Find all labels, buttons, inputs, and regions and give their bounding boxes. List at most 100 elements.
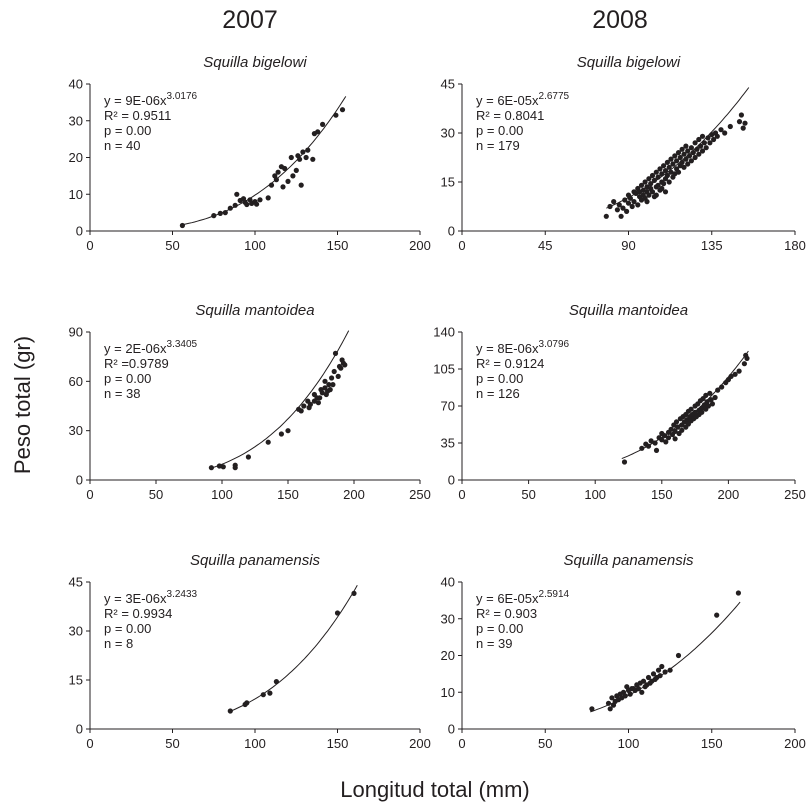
y-tick-label: 35 (441, 436, 455, 451)
fit-stat: p = 0.00 (476, 123, 523, 138)
data-point (707, 390, 713, 396)
y-tick-label: 20 (69, 150, 83, 165)
data-point (663, 439, 669, 445)
x-tick-label: 50 (521, 487, 535, 502)
data-point (589, 706, 595, 712)
fit-stat: n = 39 (476, 636, 513, 651)
data-point (736, 368, 742, 374)
fit-stat: n = 8 (104, 636, 133, 651)
data-point (662, 168, 669, 174)
x-tick-label: 200 (409, 238, 431, 253)
data-point (705, 403, 712, 409)
data-point (290, 173, 296, 179)
data-point (222, 210, 228, 216)
data-point (310, 156, 316, 162)
data-point (648, 181, 654, 187)
data-point (668, 426, 674, 432)
scatter-panel: Squilla bigelowi 0 10 20 30 40 0 50 100 150 200 y =… (69, 54, 431, 253)
data-point (696, 151, 702, 157)
data-point (675, 652, 682, 659)
fit-stat: R² = 0.9511 (104, 108, 171, 123)
data-point (327, 387, 333, 393)
data-point (704, 399, 710, 405)
x-tick-label: 150 (327, 238, 349, 253)
data-point (333, 112, 339, 118)
data-point (703, 392, 709, 398)
data-point (659, 437, 665, 443)
fit-stat: p = 0.00 (104, 123, 151, 138)
data-point (650, 671, 657, 677)
x-tick-label: 0 (86, 487, 93, 502)
data-point (335, 373, 341, 379)
data-point (644, 199, 650, 205)
data-point (699, 133, 706, 139)
x-tick-label: 0 (458, 487, 465, 502)
data-point (657, 673, 663, 679)
data-point (614, 207, 621, 213)
data-point (630, 686, 637, 692)
data-point (293, 167, 299, 173)
x-axis-title: Longitud total (mm) (340, 777, 530, 802)
data-point (685, 148, 691, 154)
data-point (639, 689, 645, 695)
fit-exponent: 3.2433 (167, 589, 198, 600)
data-point (211, 213, 217, 219)
scatter-panel: Squilla mantoidea 0 35 70 105 140 0 50 100 150 200… (433, 302, 806, 502)
data-point (624, 208, 630, 214)
data-point (662, 189, 669, 195)
data-point (640, 678, 647, 684)
data-point (692, 154, 698, 161)
x-tick-label: 200 (409, 736, 431, 751)
data-point (622, 197, 628, 203)
data-point (179, 222, 185, 229)
data-point (664, 159, 671, 165)
x-tick-label: 180 (784, 238, 806, 253)
data-point (638, 182, 645, 188)
data-point (631, 199, 637, 205)
data-point (732, 371, 738, 377)
data-point (727, 123, 733, 130)
data-point (306, 405, 312, 411)
data-point (260, 692, 266, 698)
data-point (334, 610, 341, 616)
data-point (227, 708, 233, 714)
data-point (742, 120, 748, 126)
x-tick-label: 45 (538, 238, 552, 253)
data-point (618, 213, 624, 219)
data-point (688, 406, 694, 412)
panel-title: Squilla bigelowi (203, 54, 307, 71)
data-point (635, 202, 641, 208)
y-tick-label: 30 (69, 113, 83, 128)
data-point (670, 161, 676, 167)
data-point (616, 202, 622, 208)
data-point (282, 165, 288, 172)
data-point (305, 147, 311, 153)
y-tick-label: 10 (69, 187, 83, 202)
x-tick-label: 0 (458, 736, 465, 751)
data-point (232, 202, 238, 208)
data-point (722, 130, 728, 136)
x-tick-label: 200 (343, 487, 365, 502)
data-point (220, 464, 226, 470)
y-tick-label: 20 (441, 648, 455, 663)
fit-equation: y = 3E-06x3.2433 (104, 589, 198, 606)
x-tick-label: 100 (618, 736, 640, 751)
data-point (719, 384, 725, 390)
data-point (653, 169, 659, 175)
data-point (652, 440, 658, 446)
y-axis-title: Peso total (gr) (10, 336, 35, 474)
data-point (683, 143, 689, 149)
data-point (653, 447, 660, 453)
data-point (298, 408, 304, 414)
data-point (696, 136, 702, 143)
data-point (707, 140, 713, 146)
data-point (661, 433, 668, 439)
data-point (688, 158, 695, 164)
data-point (666, 179, 672, 185)
data-point (699, 409, 705, 415)
data-point (679, 427, 685, 433)
x-tick-label: 150 (327, 736, 349, 751)
y-tick-label: 0 (76, 224, 83, 239)
panel-title: Squilla bigelowi (577, 54, 681, 71)
data-point (605, 700, 612, 706)
